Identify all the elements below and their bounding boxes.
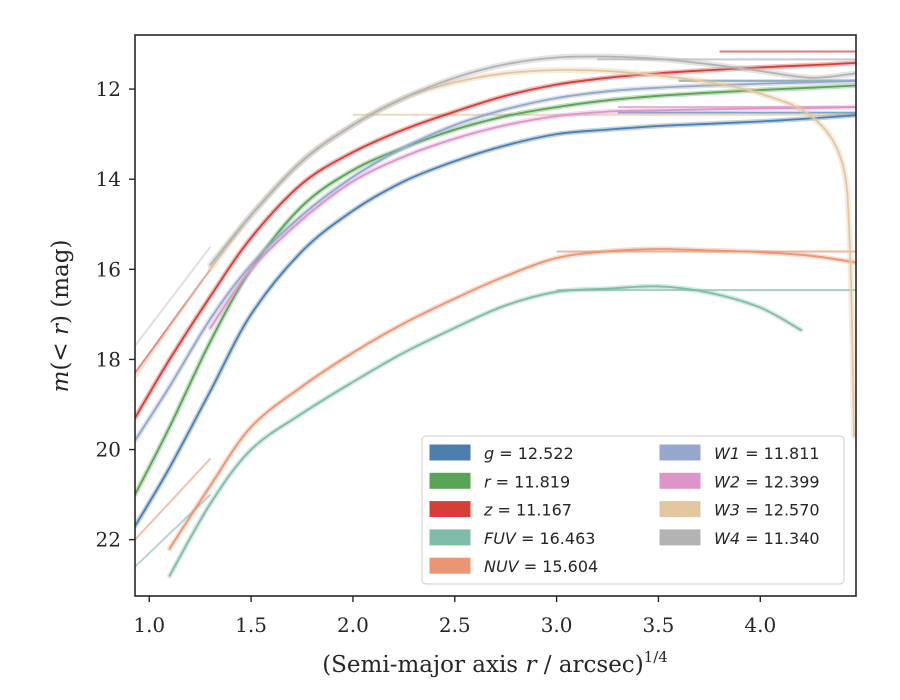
x-tick-label: 4.0 (744, 613, 776, 637)
legend: g = 12.522 r = 11.819 z = 11.167 FUV = 16.4… (421, 435, 845, 585)
legend-label-w3: W3 = 12.570 (714, 501, 820, 520)
x-axis-ticks: 1.0 1.5 2.0 2.5 3.0 3.5 4.0 (133, 596, 776, 637)
legend-swatch-w2 (659, 472, 701, 489)
extrapolation-w3 (135, 268, 212, 379)
series-curves (135, 53, 856, 579)
x-tick-label: 2.0 (337, 613, 369, 637)
legend-swatch-w4 (659, 529, 701, 546)
legend-swatch-r (429, 472, 471, 489)
legend-label-nuv: NUV = 15.604 (484, 557, 598, 576)
extrapolation-w4 (135, 246, 212, 347)
y-tick-label: 12 (96, 77, 121, 101)
extrapolation-fuv (135, 493, 212, 568)
legend-swatch-nuv (429, 557, 471, 574)
legend-label-w2: W2 = 12.399 (714, 472, 820, 491)
series-line-g (135, 114, 856, 528)
total-magnitude-lines (352, 50, 856, 292)
series-line-w2 (209, 106, 856, 329)
legend-label-fuv: FUV = 16.463 (484, 529, 595, 548)
inner-extrapolation-layer (135, 246, 212, 568)
legend-label-w1: W1 = 11.811 (714, 444, 820, 463)
y-tick-label: 14 (96, 167, 121, 191)
x-tick-label: 1.0 (133, 613, 165, 637)
x-axis-label: (Semi-major axis r / arcsec)1/4 (322, 648, 668, 678)
y-axis-ticks: 12 14 16 18 20 22 (96, 77, 135, 552)
x-tick-label: 1.5 (235, 613, 267, 637)
plot-frame (134, 34, 857, 597)
x-tick-label: 2.5 (439, 613, 471, 637)
x-tick-label: 3.5 (643, 613, 675, 637)
series-line-fuv (168, 285, 802, 577)
series-line-w4 (209, 55, 856, 266)
legend-swatch-w3 (659, 501, 701, 518)
y-tick-label: 22 (96, 528, 121, 552)
legend-swatch-z (429, 501, 471, 518)
x-tick-label: 3.0 (541, 613, 573, 637)
legend-label-r: r = 11.819 (484, 472, 570, 491)
legend-label-w4: W4 = 11.340 (714, 529, 820, 548)
y-tick-label: 20 (96, 438, 121, 462)
series-band-w1 (135, 78, 856, 443)
series-line-r (135, 84, 856, 496)
extrapolation-nuv (135, 457, 212, 541)
legend-swatch-w1 (659, 444, 701, 461)
y-axis-label: m(< r) (mag) (48, 240, 74, 393)
series-line-nuv (168, 248, 856, 550)
legend-swatch-g (429, 444, 471, 461)
legend-swatch-fuv (429, 529, 471, 546)
series-line-z (135, 62, 856, 419)
legend-frame (421, 435, 845, 585)
y-tick-label: 18 (96, 347, 121, 371)
y-tick-label: 16 (96, 257, 121, 281)
series-line-w1 (135, 80, 856, 442)
legend-label-g: g = 12.522 (484, 444, 574, 463)
legend-label-z: z = 11.167 (483, 501, 572, 520)
